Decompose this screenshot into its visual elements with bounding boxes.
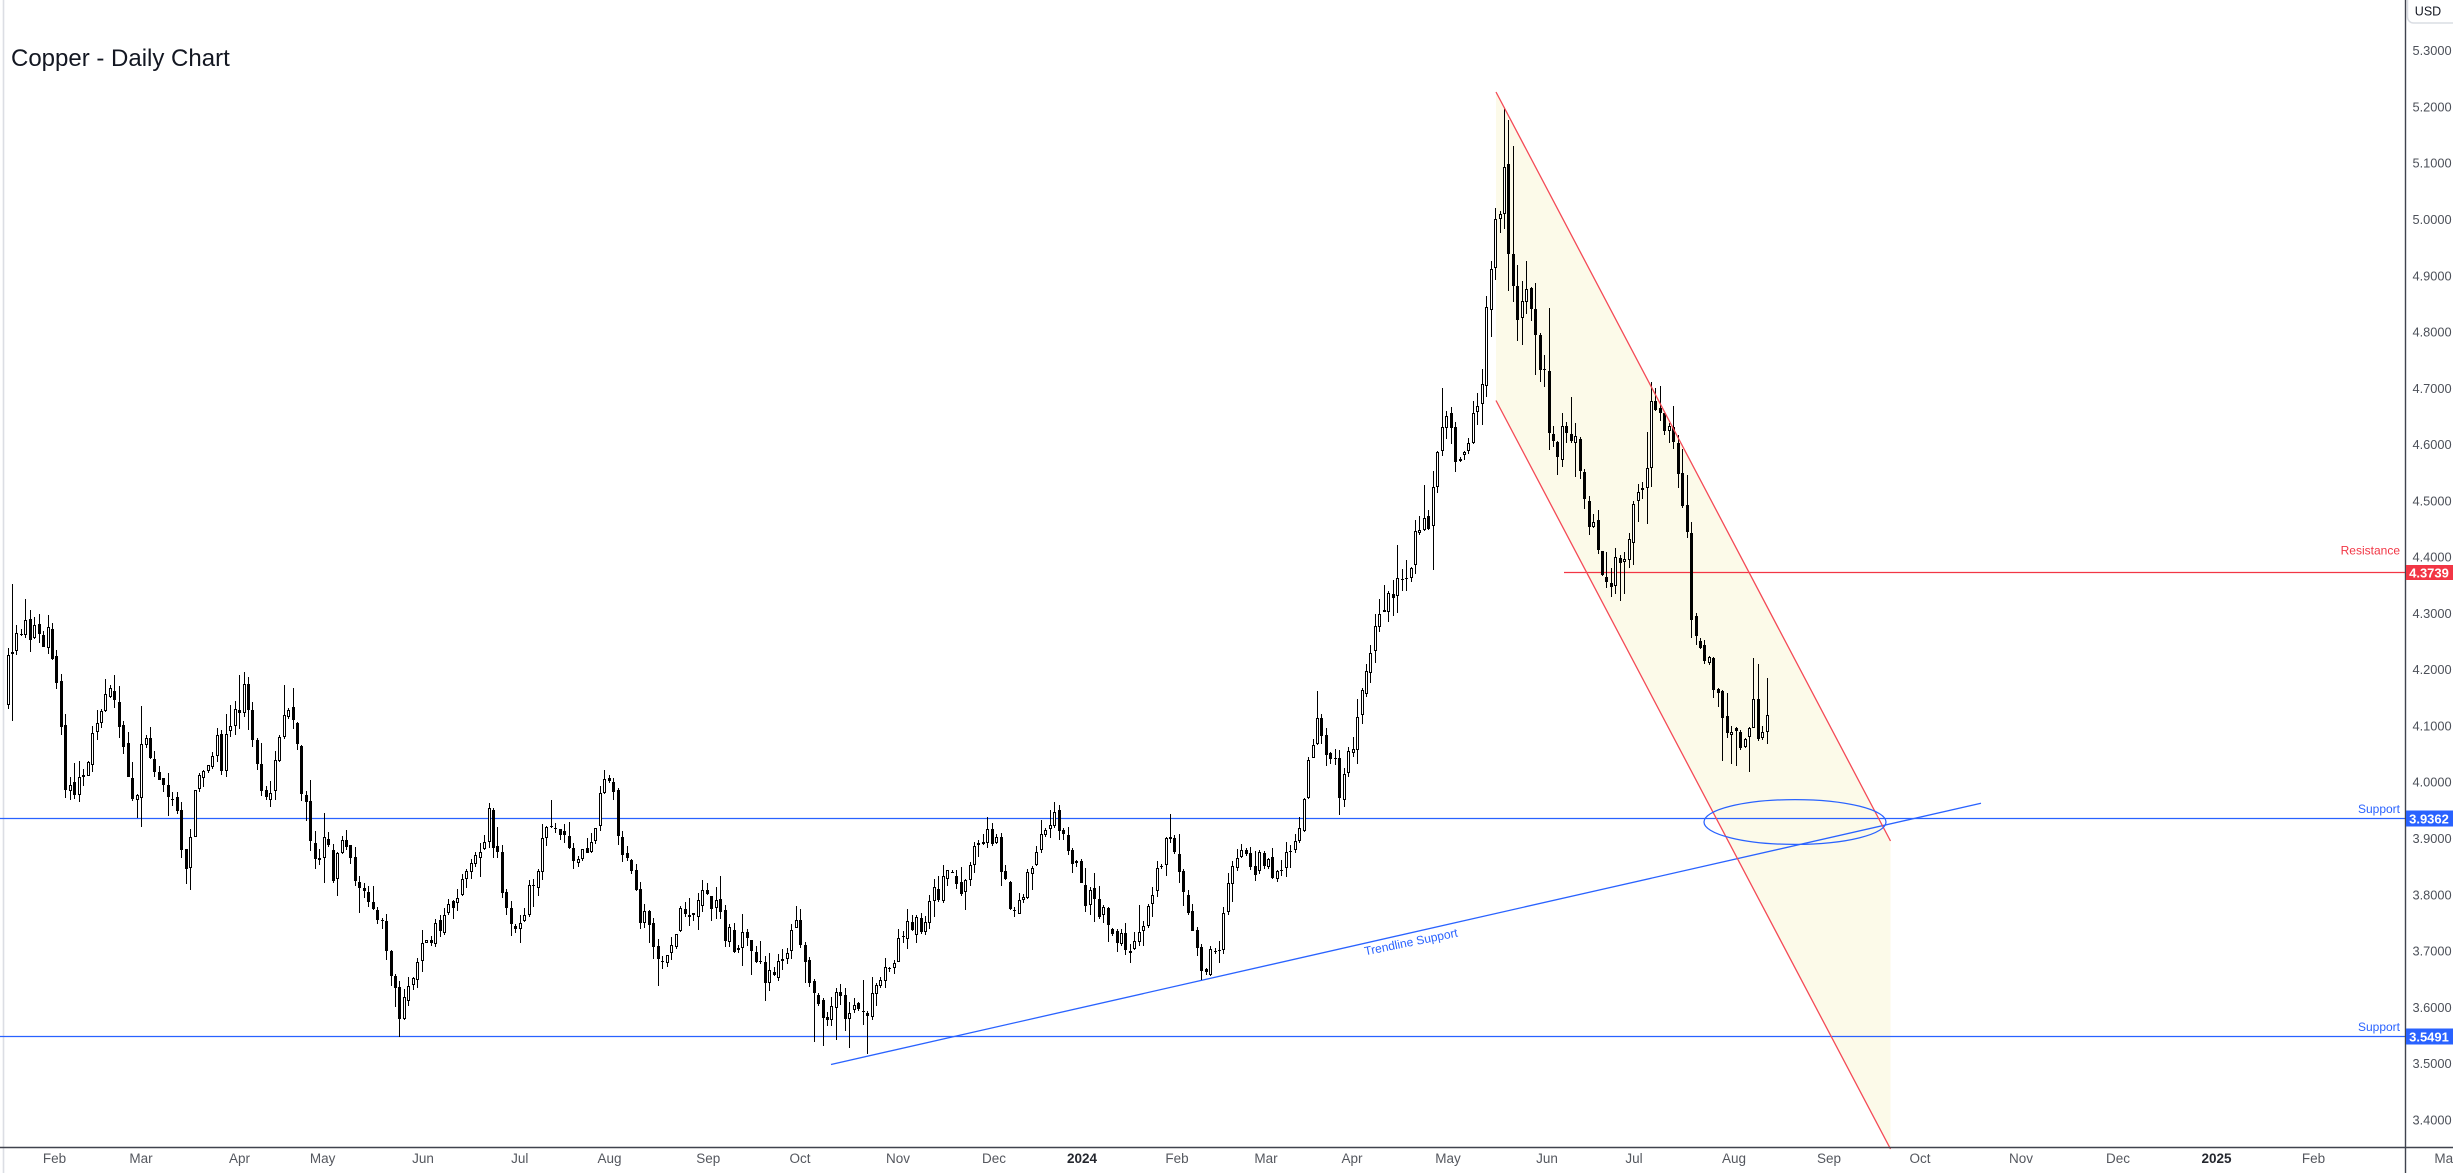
svg-text:5.0000: 5.0000 bbox=[2413, 212, 2452, 227]
svg-text:Dec: Dec bbox=[2106, 1151, 2130, 1166]
svg-text:4.8000: 4.8000 bbox=[2413, 325, 2452, 340]
svg-text:5.2000: 5.2000 bbox=[2413, 100, 2452, 115]
svg-text:Jul: Jul bbox=[1625, 1151, 1642, 1166]
svg-text:Aug: Aug bbox=[1722, 1151, 1746, 1166]
svg-text:4.2000: 4.2000 bbox=[2413, 662, 2452, 677]
svg-text:Resistance: Resistance bbox=[2341, 544, 2401, 558]
svg-text:Sep: Sep bbox=[696, 1151, 720, 1166]
svg-text:USD: USD bbox=[2415, 5, 2441, 19]
svg-text:Oct: Oct bbox=[1909, 1151, 1930, 1166]
svg-text:Nov: Nov bbox=[2009, 1151, 2033, 1166]
svg-text:Mar: Mar bbox=[2434, 1151, 2453, 1166]
svg-text:2024: 2024 bbox=[1067, 1151, 1098, 1166]
svg-text:4.5000: 4.5000 bbox=[2413, 493, 2452, 508]
svg-text:4.0000: 4.0000 bbox=[2413, 775, 2452, 790]
svg-text:4.3739: 4.3739 bbox=[2409, 565, 2449, 580]
svg-text:3.4000: 3.4000 bbox=[2413, 1112, 2452, 1127]
svg-text:4.3000: 4.3000 bbox=[2413, 606, 2452, 621]
svg-text:Oct: Oct bbox=[789, 1151, 810, 1166]
svg-text:3.5491: 3.5491 bbox=[2409, 1029, 2449, 1044]
svg-text:Jun: Jun bbox=[1536, 1151, 1558, 1166]
svg-text:3.7000: 3.7000 bbox=[2413, 944, 2452, 959]
svg-text:4.4000: 4.4000 bbox=[2413, 550, 2452, 565]
svg-text:May: May bbox=[1435, 1151, 1461, 1166]
svg-text:3.6000: 3.6000 bbox=[2413, 1000, 2452, 1015]
svg-text:3.8000: 3.8000 bbox=[2413, 887, 2452, 902]
svg-text:4.7000: 4.7000 bbox=[2413, 381, 2452, 396]
svg-text:Copper - Daily Chart: Copper - Daily Chart bbox=[11, 45, 230, 72]
svg-text:Jun: Jun bbox=[412, 1151, 434, 1166]
svg-text:Nov: Nov bbox=[886, 1151, 910, 1166]
svg-text:4.6000: 4.6000 bbox=[2413, 437, 2452, 452]
svg-text:Support: Support bbox=[2358, 1020, 2401, 1034]
svg-text:3.9362: 3.9362 bbox=[2409, 811, 2449, 826]
svg-text:Apr: Apr bbox=[1341, 1151, 1363, 1166]
svg-text:4.1000: 4.1000 bbox=[2413, 718, 2452, 733]
svg-text:Mar: Mar bbox=[1254, 1151, 1278, 1166]
svg-text:4.9000: 4.9000 bbox=[2413, 268, 2452, 283]
svg-text:2025: 2025 bbox=[2201, 1151, 2232, 1166]
svg-text:Support: Support bbox=[2358, 802, 2401, 816]
svg-text:5.3000: 5.3000 bbox=[2413, 43, 2452, 58]
svg-text:Sep: Sep bbox=[1817, 1151, 1841, 1166]
svg-text:Mar: Mar bbox=[129, 1151, 153, 1166]
svg-text:3.9000: 3.9000 bbox=[2413, 831, 2452, 846]
svg-text:5.1000: 5.1000 bbox=[2413, 156, 2452, 171]
svg-text:Feb: Feb bbox=[43, 1151, 66, 1166]
svg-text:May: May bbox=[310, 1151, 336, 1166]
svg-text:Dec: Dec bbox=[982, 1151, 1006, 1166]
svg-text:Jul: Jul bbox=[511, 1151, 528, 1166]
svg-text:Aug: Aug bbox=[597, 1151, 621, 1166]
svg-text:3.5000: 3.5000 bbox=[2413, 1056, 2452, 1071]
svg-text:Feb: Feb bbox=[2302, 1151, 2325, 1166]
svg-text:Feb: Feb bbox=[1165, 1151, 1188, 1166]
svg-text:Apr: Apr bbox=[229, 1151, 251, 1166]
